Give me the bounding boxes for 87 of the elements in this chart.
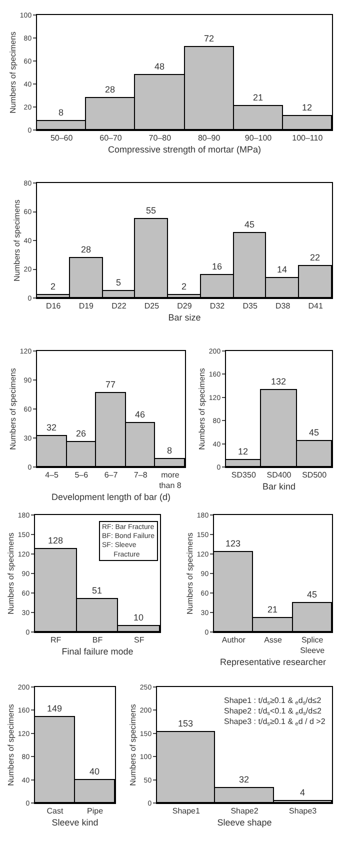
data-label: 32 — [238, 774, 250, 784]
data-label: 8 — [166, 446, 172, 456]
x-tick-label: D41 — [308, 302, 324, 311]
x-tick-label: Author — [222, 636, 246, 645]
data-label: 8 — [58, 108, 64, 118]
data-label: 12 — [238, 446, 248, 456]
x-axis-title: Development length of bar (d) — [51, 492, 171, 502]
y-axis-title: Numbers of specimens — [6, 532, 16, 614]
data-label: 21 — [252, 92, 264, 102]
data-label: 51 — [92, 586, 102, 596]
data-label: 16 — [212, 262, 222, 272]
data-label: 45 — [306, 590, 318, 600]
y-axis-title: Numbers of specimens — [198, 368, 207, 450]
annotation: Shape2 : t/d$_{s}$<0.1 & $_{e}$d$_{s}$/d≤2 — [224, 706, 322, 718]
x-axis-title: Final failure mode — [62, 646, 134, 656]
data-label: 45 — [308, 428, 320, 438]
data-label: 26 — [76, 428, 86, 438]
data-label: 5 — [116, 278, 122, 288]
x-tick-label: D29 — [177, 302, 192, 311]
y-axis-title: Numbers of specimens — [186, 532, 195, 614]
x-axis-title: Bar size — [168, 312, 201, 322]
data-label: 132 — [270, 376, 286, 386]
x-tick-label: D22 — [112, 302, 127, 311]
x-tick-label: SD400 — [266, 470, 292, 480]
y-axis-title: Numbers of specimens — [128, 704, 138, 786]
data-label: 128 — [48, 536, 64, 546]
x-tick-label: 90–100 — [244, 134, 272, 143]
x-tick-label: 6–7 — [104, 470, 118, 480]
x-tick-label: D38 — [275, 302, 291, 311]
data-label: 4 — [300, 788, 306, 798]
x-tick-label: BF — [92, 636, 103, 645]
data-label: 149 — [46, 704, 62, 714]
x-tick-label: Cast — [46, 806, 64, 816]
x-tick-label: 80–90 — [198, 134, 221, 143]
data-label: 45 — [244, 220, 255, 230]
data-label: 21 — [267, 604, 278, 614]
x-tick-label: D19 — [78, 302, 94, 311]
x-tick-label: 4–5 — [45, 470, 60, 480]
x-tick-label: Splice Sleeve — [300, 636, 326, 655]
x-tick-label: Asse — [264, 636, 282, 645]
y-axis-title: Numbers of specimens — [8, 368, 18, 450]
x-tick-label: D32 — [210, 302, 226, 311]
data-label: 46 — [134, 410, 146, 420]
data-label: 2 — [181, 282, 187, 292]
data-label: 77 — [105, 380, 116, 390]
x-tick-label: 70–80 — [148, 134, 172, 143]
x-tick-label: 7–8 — [134, 470, 148, 480]
data-label: 72 — [204, 34, 214, 44]
x-tick-label: more than 8 — [159, 470, 182, 490]
data-label: 123 — [225, 538, 241, 548]
x-tick-label: RF — [50, 636, 62, 645]
x-tick-label: D25 — [144, 302, 160, 311]
x-tick-label: SF — [134, 636, 144, 645]
x-tick-label: D35 — [242, 302, 258, 311]
data-label: 55 — [146, 206, 156, 216]
data-label: 12 — [302, 102, 312, 112]
data-label: 40 — [89, 766, 100, 776]
x-tick-label: 100–110 — [292, 134, 324, 143]
x-tick-label: SD350 — [231, 470, 256, 480]
x-tick-label: Shape2 — [230, 806, 259, 816]
data-label: 48 — [154, 62, 165, 72]
data-label: 22 — [310, 252, 320, 262]
data-label: 28 — [80, 244, 92, 254]
x-tick-label: Shape1 — [172, 806, 201, 816]
annotation: Shape1 : t/d$_{s}$≥0.1 & $_{e}$d$_{s}$/d≤2 — [224, 696, 322, 707]
x-axis-title: Compressive strength of mortar (MPa) — [108, 144, 262, 154]
x-axis-title: Sleeve kind — [52, 817, 98, 828]
x-axis-title: Representative researcher — [220, 656, 326, 667]
x-axis-title: Sleeve shape — [217, 817, 272, 828]
x-tick-label: 60–70 — [100, 134, 122, 143]
data-label: 10 — [133, 612, 144, 622]
x-tick-label: 50–60 — [50, 134, 74, 143]
data-label: 153 — [178, 718, 194, 728]
y-axis-title: Numbers of specimens — [6, 704, 16, 786]
x-tick-label: SD500 — [302, 470, 328, 480]
x-tick-label: D16 — [46, 302, 62, 311]
data-label: 32 — [46, 422, 57, 432]
y-axis-title: Numbers of specimens — [12, 200, 22, 282]
data-label: 2 — [50, 282, 56, 292]
x-tick-label: Pipe — [86, 806, 104, 816]
data-label: 28 — [104, 84, 116, 94]
x-axis-title: Bar kind — [262, 481, 296, 492]
y-axis-title: Numbers of specimens — [8, 32, 18, 114]
x-tick-label: Shape3 — [289, 806, 318, 816]
x-tick-label: 5–6 — [74, 470, 89, 480]
annotation: Shape3 : t/d$_{s}$≥0.1 & $_{e}$d / d >2 — [224, 716, 326, 728]
data-label: 14 — [276, 264, 288, 274]
